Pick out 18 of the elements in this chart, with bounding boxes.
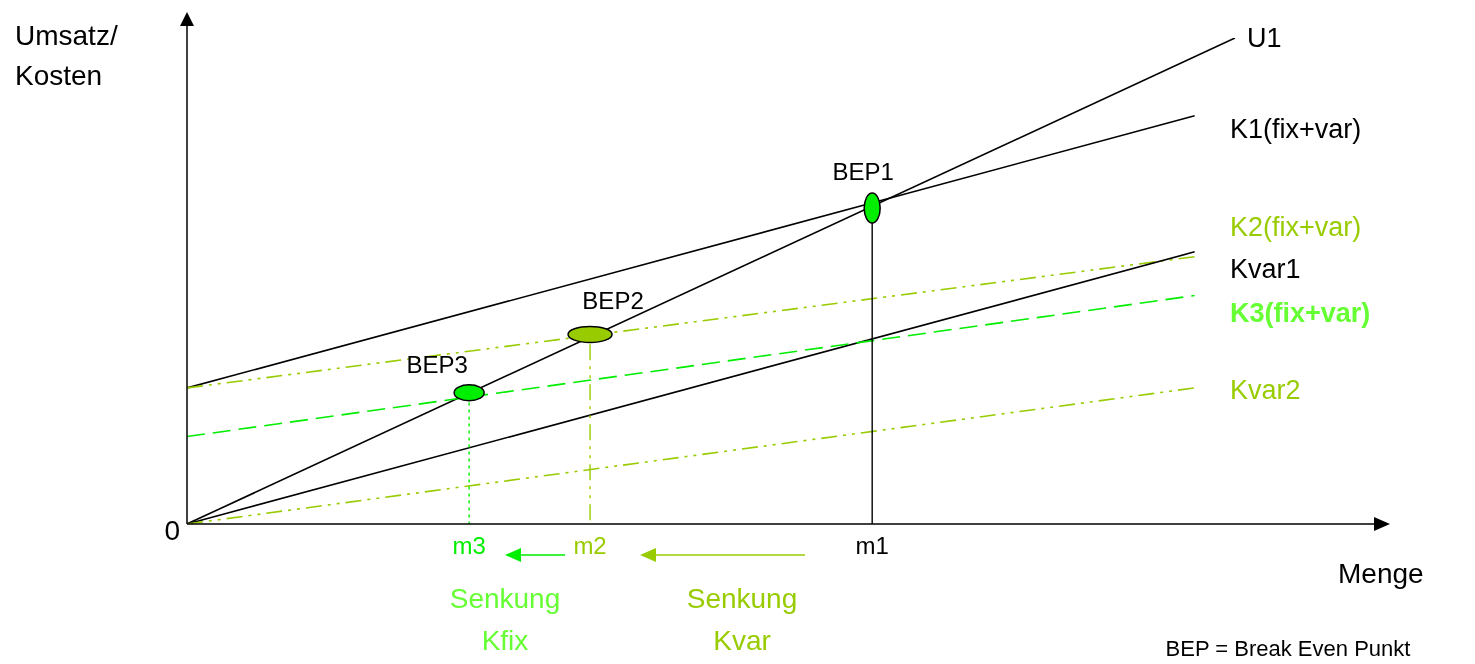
y-axis-title: Umsatz/ Kosten: [15, 19, 119, 93]
series-label: U1: [1246, 23, 1282, 54]
series-label: BEP2: [582, 287, 644, 315]
text: Senkung Kfix: [448, 582, 562, 658]
text: Senkung Kvar: [685, 582, 799, 658]
x-tick-label: m3: [452, 532, 486, 559]
x-tick-label: m2: [573, 532, 607, 559]
x-tick-label: m1: [855, 532, 889, 559]
text: 0: [163, 514, 180, 548]
series-label: K3(fix+var): [1230, 298, 1371, 329]
text: BEP = Break Even Punkt: [1164, 635, 1412, 663]
x-axis-title: Menge: [1338, 558, 1424, 590]
series-label: Kvar2: [1230, 375, 1301, 406]
series-label: K1(fix+var): [1230, 114, 1362, 145]
series-label: Kvar1: [1230, 254, 1301, 285]
series-label: BEP3: [406, 350, 468, 378]
series-label: BEP1: [832, 158, 894, 186]
series-label: K2(fix+var): [1230, 212, 1362, 243]
